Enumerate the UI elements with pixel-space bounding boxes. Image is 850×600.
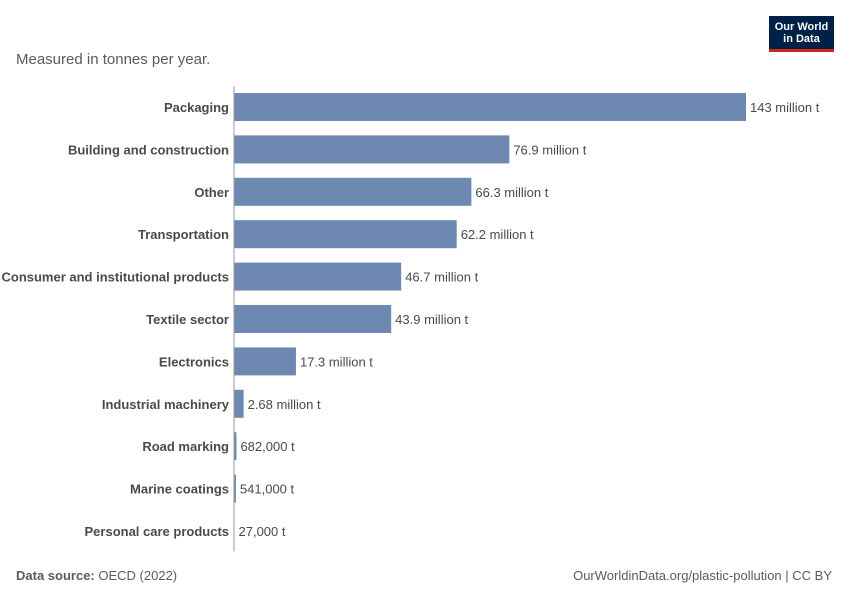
value-label: 62.2 million t [461, 227, 534, 242]
bar[interactable] [234, 474, 236, 503]
value-label: 17.3 million t [300, 354, 373, 369]
category-label: Packaging [164, 100, 229, 115]
bar[interactable] [234, 432, 237, 461]
value-label: 143 million t [750, 100, 820, 115]
category-label: Other [194, 185, 229, 200]
category-label: Textile sector [146, 312, 229, 327]
bar[interactable] [234, 262, 402, 291]
value-label: 27,000 t [239, 524, 286, 539]
bar[interactable] [234, 177, 472, 206]
bar[interactable] [234, 93, 746, 121]
chart-subtitle: Measured in tonnes per year. [16, 51, 211, 68]
credit-link[interactable]: OurWorldinData.org/plastic-pollution | C… [573, 568, 832, 583]
data-source-value[interactable]: OECD (2022) [98, 568, 178, 583]
value-label: 541,000 t [240, 482, 295, 497]
bar[interactable] [234, 389, 244, 418]
bar[interactable] [234, 220, 457, 249]
data-source: Data source: OECD (2022) [16, 568, 177, 583]
bar[interactable] [234, 135, 510, 164]
value-label: 66.3 million t [475, 185, 548, 200]
value-label: 76.9 million t [513, 142, 586, 157]
category-label: Transportation [138, 227, 229, 242]
value-label: 43.9 million t [395, 312, 468, 327]
value-label: 682,000 t [240, 439, 295, 454]
logo-line-2: in Data [783, 33, 820, 45]
value-label: 46.7 million t [405, 270, 478, 285]
category-label: Road marking [142, 439, 229, 454]
data-source-label: Data source: [16, 568, 95, 583]
logo-line-1: Our World [774, 21, 829, 33]
bar[interactable] [234, 305, 392, 333]
owid-logo[interactable]: Our World in Data [769, 16, 834, 52]
category-label: Personal care products [85, 524, 230, 539]
value-label: 2.68 million t [248, 397, 321, 412]
category-label: Consumer and institutional products [1, 270, 229, 285]
category-label: Marine coatings [130, 482, 229, 497]
category-label: Industrial machinery [102, 397, 230, 412]
bar[interactable] [234, 347, 296, 376]
category-label: Building and construction [68, 142, 229, 157]
category-label: Electronics [159, 354, 229, 369]
